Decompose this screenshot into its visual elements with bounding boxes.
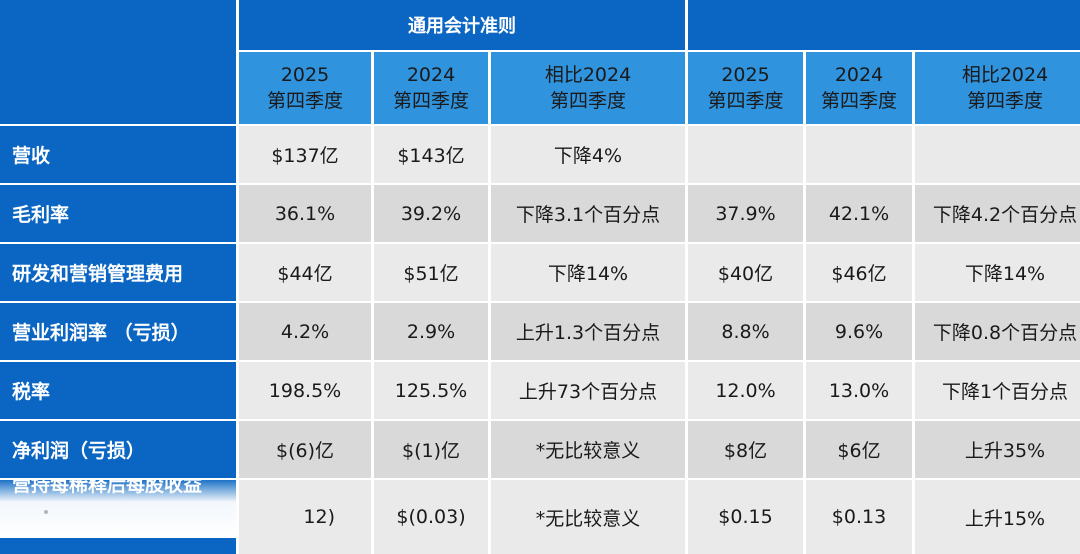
table-cell: 12)	[239, 480, 371, 554]
table-cell: 12.0%	[688, 362, 803, 419]
row-label: 营持每稀释后每股收益	[0, 480, 236, 554]
group-header-gaap: 通用会计准则	[239, 0, 685, 50]
col-header-2025: 2025 第四季度	[239, 52, 371, 124]
table-cell: 13.0%	[806, 362, 912, 419]
header-corner	[0, 0, 236, 124]
row-label: 营收	[0, 126, 236, 183]
table-cell	[806, 126, 912, 183]
table-cell: *无比较意义	[491, 421, 685, 478]
table-cell: 39.2%	[374, 185, 488, 242]
table-cell: 上升73个百分点	[491, 362, 685, 419]
table-cell: 上升15%	[915, 480, 1080, 554]
table-cell: $46亿	[806, 244, 912, 301]
table-cell: 下降0.8个百分点	[915, 303, 1080, 360]
table-cell: 下降14%	[491, 244, 685, 301]
table-cell: $44亿	[239, 244, 371, 301]
table-cell: $(1)亿	[374, 421, 488, 478]
row-label-text: 营持每稀释后每股收益	[12, 480, 203, 496]
row-label: 研发和营销管理费用	[0, 244, 236, 301]
table-cell: 198.5%	[239, 362, 371, 419]
col-header-compare: 相比2024 第四季度	[915, 52, 1080, 124]
col-header-2024: 2024 第四季度	[374, 52, 488, 124]
table-cell: $40亿	[688, 244, 803, 301]
row-label: 营业利润率 （亏损）	[0, 303, 236, 360]
row-label: 净利润（亏损）	[0, 421, 236, 478]
group-header-nongaap	[688, 0, 1080, 50]
table-cell: 上升1.3个百分点	[491, 303, 685, 360]
table-cell: 2.9%	[374, 303, 488, 360]
table-cell: $143亿	[374, 126, 488, 183]
table-cell: $0.13	[806, 480, 912, 554]
table-cell: 36.1%	[239, 185, 371, 242]
table-cell: $137亿	[239, 126, 371, 183]
table-cell: $(6)亿	[239, 421, 371, 478]
table-cell	[688, 126, 803, 183]
table-cell: 下降14%	[915, 244, 1080, 301]
table-cell: 下降3.1个百分点	[491, 185, 685, 242]
col-header-2024: 2024 第四季度	[806, 52, 912, 124]
table-cell: 上升35%	[915, 421, 1080, 478]
table-cell: *无比较意义	[491, 480, 685, 554]
col-header-compare: 相比2024 第四季度	[491, 52, 685, 124]
table-cell: 下降4.2个百分点	[915, 185, 1080, 242]
row-label: 毛利率	[0, 185, 236, 242]
table-cell: 下降1个百分点	[915, 362, 1080, 419]
table-cell: 125.5%	[374, 362, 488, 419]
table-cell: $51亿	[374, 244, 488, 301]
table-cell: $(0.03)	[374, 480, 488, 554]
table-cell: $0.15	[688, 480, 803, 554]
table-cell: $8亿	[688, 421, 803, 478]
table-cell: 42.1%	[806, 185, 912, 242]
table-cell: 8.8%	[688, 303, 803, 360]
table-cell: 下降4%	[491, 126, 685, 183]
table-cell	[915, 126, 1080, 183]
artifact-dot	[44, 510, 48, 514]
row-label: 税率	[0, 362, 236, 419]
col-header-2025: 2025 第四季度	[688, 52, 803, 124]
table-cell: 37.9%	[688, 185, 803, 242]
table-cell: 9.6%	[806, 303, 912, 360]
table-cell: $6亿	[806, 421, 912, 478]
table-cell: 4.2%	[239, 303, 371, 360]
